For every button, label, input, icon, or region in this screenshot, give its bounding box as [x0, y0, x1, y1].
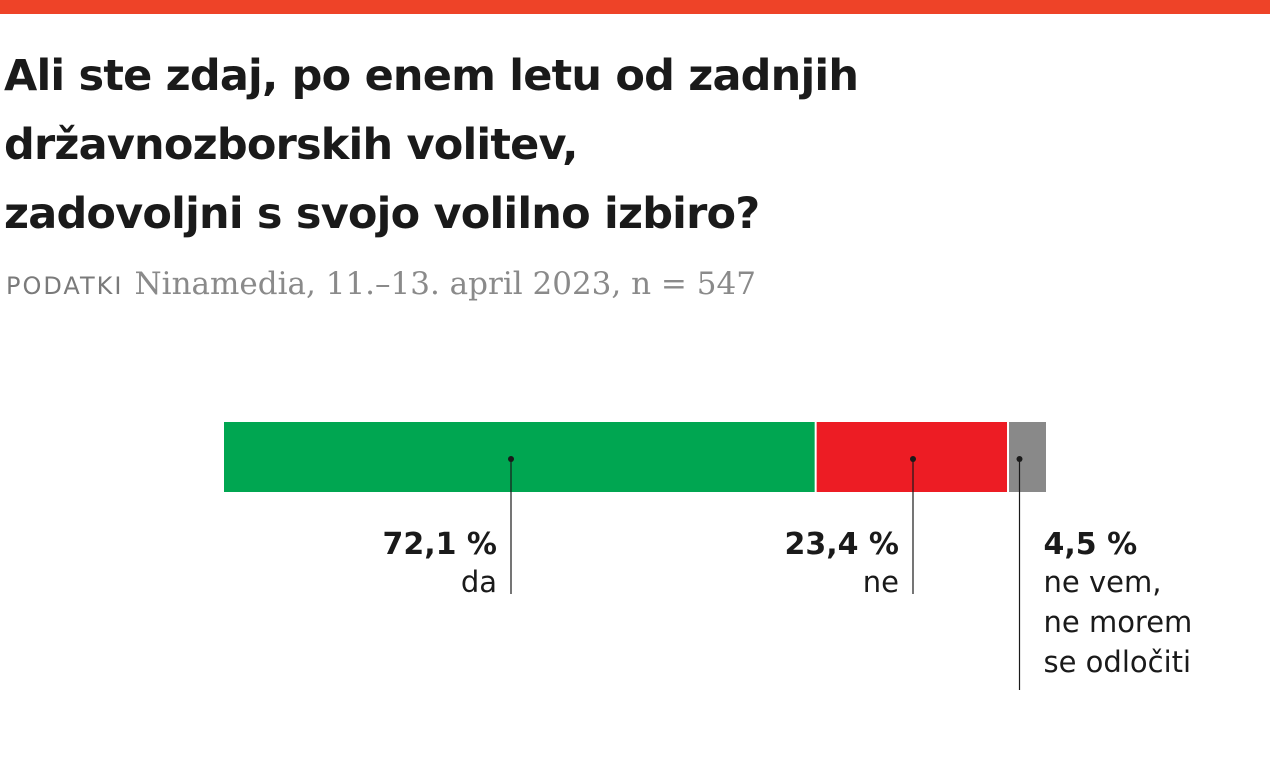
title-line-3: zadovoljni s svojo volilno izbiro?	[4, 189, 760, 239]
source-text: Ninamedia, 11.–13. april 2023, n = 547	[134, 266, 756, 302]
title-line-1: Ali ste zdaj, po enem letu od zadnjih	[4, 51, 859, 101]
category-label-3-2: ne morem	[1044, 605, 1193, 639]
source-label: PODATKI	[6, 272, 124, 300]
category-label-1-1: da	[461, 565, 497, 599]
category-label-3-1: ne vem,	[1044, 565, 1162, 599]
value-label-1: 72,1 %	[382, 527, 497, 562]
top-accent-bar	[0, 0, 1270, 14]
title-line-2: državnozborskih volitev,	[4, 120, 579, 170]
value-label-2: 23,4 %	[784, 527, 899, 562]
bar-segment-1	[224, 422, 815, 492]
value-label-3: 4,5 %	[1044, 527, 1138, 562]
chart-title: Ali ste zdaj, po enem letu od zadnjih dr…	[4, 42, 1004, 249]
category-label-2-1: ne	[863, 565, 899, 599]
source-line: PODATKI Ninamedia, 11.–13. april 2023, n…	[6, 266, 756, 302]
bar-segment-3	[1009, 422, 1046, 492]
category-label-3-3: se odločiti	[1044, 645, 1192, 679]
